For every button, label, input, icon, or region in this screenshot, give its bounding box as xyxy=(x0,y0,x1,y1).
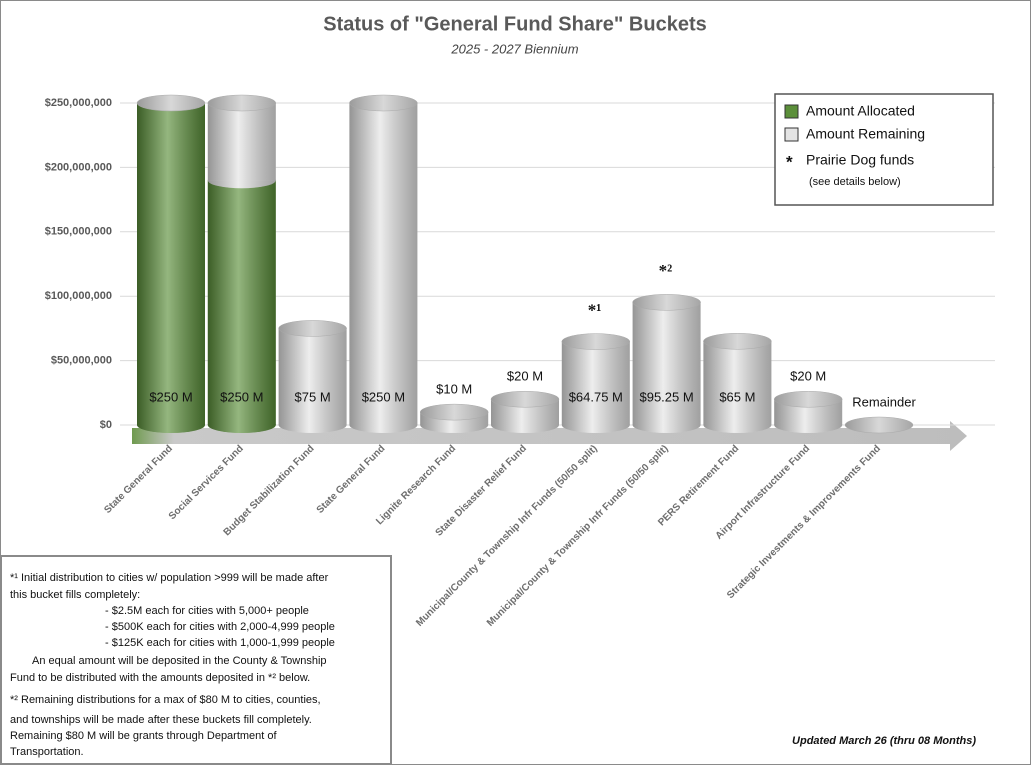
y-tick-label: $250,000,000 xyxy=(45,97,112,109)
segment-shade xyxy=(207,103,276,181)
bar-segment xyxy=(774,399,843,433)
plot-area xyxy=(120,94,995,451)
bar-segment xyxy=(278,328,347,433)
segment-shade xyxy=(137,103,205,425)
note-line: - $2.5M each for cities with 5,000+ peop… xyxy=(105,605,309,617)
bar-segment xyxy=(632,302,701,433)
note-line: Fund to be distributed with the amounts … xyxy=(10,672,310,684)
updated-note: Updated March 26 (thru 08 Months) xyxy=(792,735,976,747)
bar-cap xyxy=(703,333,772,350)
chart-title: Status of "General Fund Share" Buckets xyxy=(323,13,707,35)
bar-cap xyxy=(419,403,489,421)
value-label: Remainder xyxy=(852,394,916,409)
y-tick-label: $0 xyxy=(100,419,112,431)
y-tick-label: $200,000,000 xyxy=(45,161,112,173)
value-label: $64.75 M xyxy=(569,389,623,404)
note-line: - $500K each for cities with 2,000-4,999… xyxy=(105,621,335,633)
legend-label: Prairie Dog funds xyxy=(806,152,914,168)
segment-shade xyxy=(632,302,701,425)
bar-segment xyxy=(137,103,205,433)
bar-segment xyxy=(561,341,630,433)
value-label: $20 M xyxy=(507,369,543,384)
bar-segment xyxy=(349,103,418,433)
note-line: An equal amount will be deposited in the… xyxy=(32,655,327,667)
value-label: $250 M xyxy=(149,389,192,404)
segment-shade xyxy=(561,341,630,425)
value-label: $10 M xyxy=(436,382,472,397)
note-line: this bucket fills completely: xyxy=(10,589,140,601)
legend-label: Amount Allocated xyxy=(806,103,915,119)
note-line: *¹ Initial distribution to cities w/ pop… xyxy=(10,572,329,584)
bucket-marker: *¹ xyxy=(588,301,602,320)
legend-box xyxy=(774,93,994,206)
value-label: $20 M xyxy=(790,369,826,384)
segment-shade xyxy=(207,180,276,425)
bar-segment xyxy=(207,103,276,189)
note-line: and townships will be made after these b… xyxy=(10,714,312,726)
y-tick-label: $150,000,000 xyxy=(45,226,112,238)
legend-swatch xyxy=(784,127,799,142)
y-tick-label: $50,000,000 xyxy=(51,355,112,367)
notes: *¹ Initial distribution to cities w/ pop… xyxy=(10,572,335,758)
segment-shade xyxy=(703,341,772,425)
bar-cap xyxy=(278,320,347,337)
notes-box xyxy=(0,555,392,765)
bar-segment xyxy=(703,341,772,433)
note-line: Remaining $80 M will be grants through D… xyxy=(10,730,278,742)
bar-cap xyxy=(136,94,206,112)
bar-cap xyxy=(773,390,843,408)
value-label: $95.25 M xyxy=(639,389,693,404)
legend-label: Amount Remaining xyxy=(806,126,925,142)
legend-detail: (see details below) xyxy=(809,176,901,188)
value-label: $75 M xyxy=(295,389,331,404)
value-label: $250 M xyxy=(362,389,405,404)
bar-cap xyxy=(349,94,418,112)
legend: Amount Allocated Amount Remaining * Prai… xyxy=(774,93,994,206)
value-label: $65 M xyxy=(719,389,755,404)
segment-shade xyxy=(349,103,418,425)
bar-cap xyxy=(844,416,914,434)
segment-shade xyxy=(278,328,347,425)
y-tick-label: $100,000,000 xyxy=(45,290,112,302)
note-line: *² Remaining distributions for a max of … xyxy=(10,694,321,706)
note-line: - $125K each for cities with 1,000-1,999… xyxy=(105,637,335,649)
value-label: $250 M xyxy=(220,389,263,404)
bar-cap xyxy=(207,94,277,112)
bar-segment xyxy=(207,180,276,433)
bar-cap xyxy=(561,333,631,350)
note-line: Transportation. xyxy=(10,746,84,758)
bar-cap xyxy=(632,294,701,311)
bucket-marker: *² xyxy=(659,261,673,280)
chart-subtitle: 2025 - 2027 Biennium xyxy=(450,41,578,56)
legend-swatch xyxy=(784,104,799,119)
bar-cap xyxy=(490,390,560,408)
legend-symbol: * xyxy=(786,152,793,171)
